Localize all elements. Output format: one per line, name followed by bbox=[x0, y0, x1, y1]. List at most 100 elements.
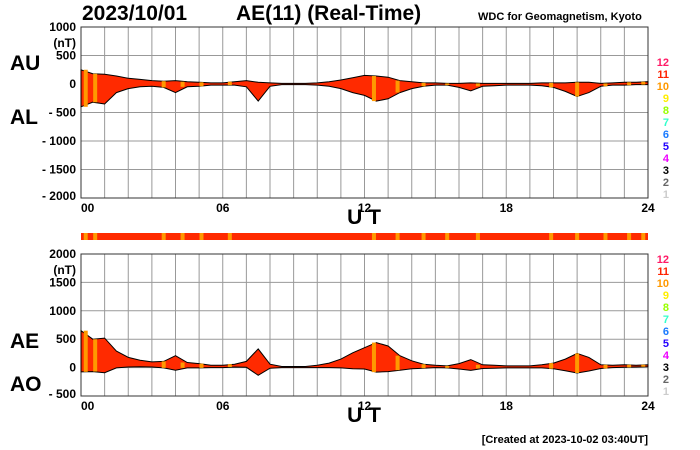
station-band bbox=[395, 80, 400, 93]
date-title: 2023/10/01 bbox=[82, 2, 187, 25]
station-band bbox=[83, 330, 88, 372]
source-label: WDC for Geomagnetism, Kyoto bbox=[478, 11, 642, 23]
station-band bbox=[549, 82, 554, 88]
station-band bbox=[475, 83, 480, 87]
legend-item: 8 bbox=[663, 105, 669, 117]
ae-label: AE bbox=[10, 330, 39, 353]
strip-segment bbox=[475, 233, 480, 240]
unit-label-top: (nT) bbox=[53, 36, 76, 50]
station-band bbox=[161, 81, 166, 88]
strip-segment bbox=[575, 233, 580, 240]
legend-item: 6 bbox=[663, 326, 669, 338]
legend-item: 12 bbox=[657, 57, 669, 69]
station-band bbox=[549, 363, 554, 369]
station-band bbox=[421, 82, 426, 87]
y-tick-label: 0 bbox=[69, 361, 76, 375]
au-al-panel: 1000 500 0 - 500 - 1000 - 1500 - 2000 00 06 12 18 2… bbox=[42, 20, 655, 215]
created-timestamp: [Created at 2023-10-02 03:40UT] bbox=[482, 434, 649, 446]
station-band bbox=[180, 81, 185, 87]
y-tick-label: - 2000 bbox=[42, 189, 76, 203]
y-tick-label: - 1500 bbox=[42, 163, 76, 177]
strip-segment bbox=[161, 233, 166, 240]
legend-item: 7 bbox=[663, 314, 669, 326]
strip-segment bbox=[395, 233, 400, 240]
x-tick-label: 12 bbox=[358, 399, 372, 413]
station-band bbox=[575, 353, 580, 373]
station-band bbox=[227, 364, 232, 368]
legend-item: 3 bbox=[663, 362, 669, 374]
x-tick-label: 00 bbox=[81, 399, 95, 413]
legend-item: 2 bbox=[663, 374, 669, 386]
strip-segment bbox=[603, 233, 608, 240]
ao-label: AO bbox=[10, 373, 42, 396]
legend-item: 9 bbox=[663, 290, 669, 302]
station-band bbox=[641, 364, 646, 367]
strip-bar bbox=[81, 233, 648, 240]
station-band bbox=[199, 82, 204, 87]
legend-item: 3 bbox=[663, 165, 669, 177]
legend-item: 12 bbox=[657, 254, 669, 266]
ae-ao-panel: 2000 1500 1000 500 0 - 500 00 06 12 18 24 bbox=[49, 247, 655, 413]
station-band bbox=[445, 365, 450, 368]
station-band bbox=[603, 83, 608, 87]
index-area bbox=[80, 69, 649, 108]
strip-segment bbox=[93, 233, 98, 240]
legend-item: 6 bbox=[663, 129, 669, 141]
strip-segment bbox=[199, 233, 204, 240]
station-band bbox=[627, 82, 632, 86]
y-tick-label: 1000 bbox=[49, 304, 76, 318]
x-axis-label-bottom: U T bbox=[347, 404, 381, 427]
au-label: AU bbox=[10, 52, 40, 75]
legend-item: 8 bbox=[663, 302, 669, 314]
station-band bbox=[627, 364, 632, 368]
legend-item: 2 bbox=[663, 177, 669, 189]
x-axis-label-top: U T bbox=[347, 206, 381, 229]
station-band bbox=[395, 355, 400, 371]
legend-item: 10 bbox=[657, 81, 669, 93]
strip-segment bbox=[627, 233, 632, 240]
strip-segment bbox=[371, 233, 376, 240]
chart-title: AE(11) (Real-Time) bbox=[236, 2, 421, 25]
unit-label-bottom: (nT) bbox=[53, 263, 76, 277]
y-tick-label: 1500 bbox=[49, 275, 76, 289]
legend-item: 1 bbox=[663, 189, 669, 201]
y-tick-label: 500 bbox=[56, 332, 76, 346]
station-band bbox=[180, 362, 185, 368]
station-band bbox=[371, 76, 376, 102]
x-tick-label: 06 bbox=[216, 201, 230, 215]
station-band bbox=[421, 364, 426, 369]
x-tick-label: 18 bbox=[500, 201, 514, 215]
station-band bbox=[227, 81, 232, 86]
index-area bbox=[80, 329, 649, 376]
station-band bbox=[161, 361, 166, 368]
legend-item: 10 bbox=[657, 278, 669, 290]
strip-segment bbox=[180, 233, 185, 240]
strip-segment bbox=[641, 233, 646, 240]
legend-item: 4 bbox=[663, 350, 670, 362]
legend-item: 1 bbox=[663, 386, 669, 398]
x-tick-label: 00 bbox=[81, 201, 95, 215]
x-tick-label: 06 bbox=[216, 399, 230, 413]
y-tick-label: 1000 bbox=[49, 20, 76, 34]
strip-segment bbox=[445, 233, 450, 240]
legend-item: 7 bbox=[663, 117, 669, 129]
y-tick-label: - 500 bbox=[49, 106, 77, 120]
y-tick-label: - 1000 bbox=[42, 134, 76, 148]
x-tick-label: 12 bbox=[358, 201, 372, 215]
legend-item: 9 bbox=[663, 93, 669, 105]
al-label: AL bbox=[10, 106, 38, 129]
station-band bbox=[93, 339, 98, 372]
legend-item: 5 bbox=[663, 338, 669, 350]
y-tick-label: 2000 bbox=[49, 247, 76, 261]
legend-item: 11 bbox=[657, 266, 669, 278]
station-band bbox=[199, 363, 204, 368]
station-band bbox=[445, 83, 450, 86]
station-band bbox=[93, 73, 98, 103]
station-band bbox=[371, 342, 376, 373]
station-band bbox=[475, 364, 480, 369]
legend-item: 5 bbox=[663, 141, 669, 153]
legend-item: 4 bbox=[663, 153, 670, 165]
